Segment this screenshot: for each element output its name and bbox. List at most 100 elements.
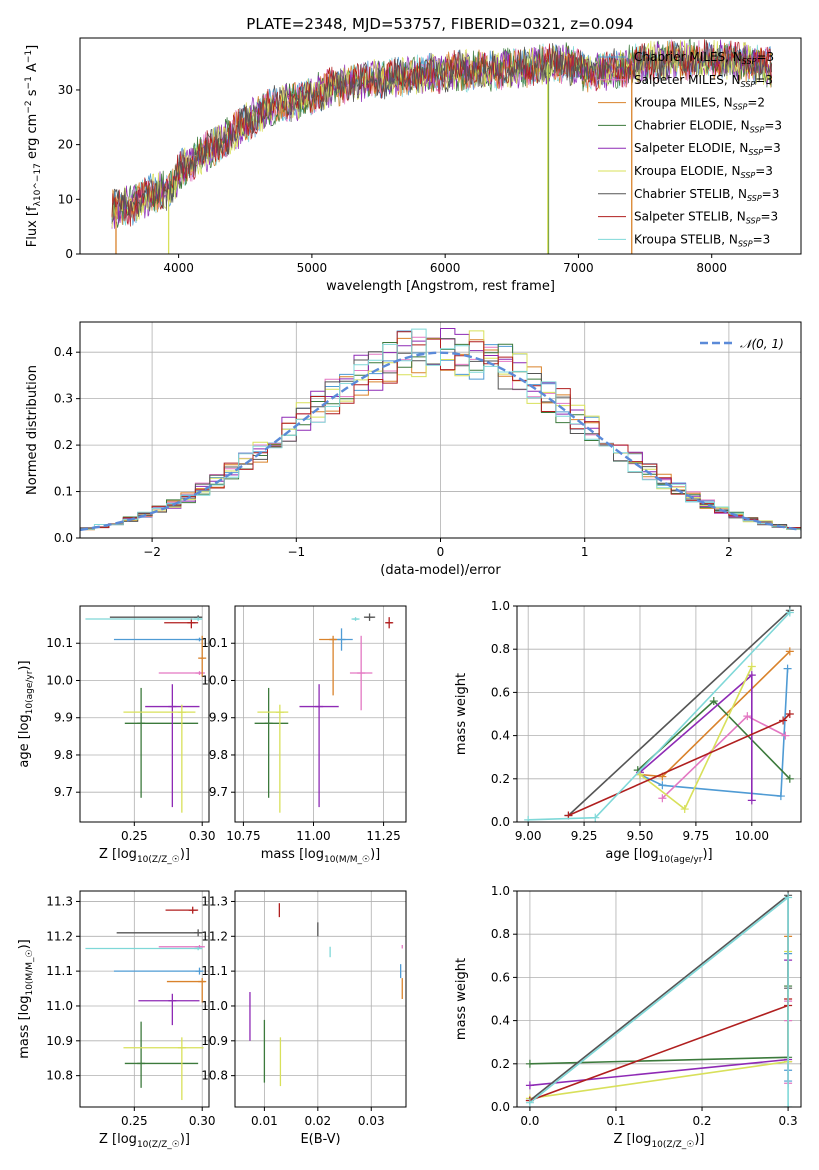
errorbar-marker — [198, 635, 207, 677]
y-tick-label: 9.9 — [209, 711, 228, 725]
y-tick-label: 10 — [58, 192, 73, 206]
y-tick-label: 0.4 — [491, 1014, 510, 1028]
figure-title: PLATE=2348, MJD=53757, FIBERID=0321, z=0… — [246, 15, 633, 33]
errorbar-marker — [164, 618, 199, 629]
x-tick-label: 5000 — [297, 261, 328, 275]
y-axis-label: Flux [fλ10^−17 erg cm−2 s−1 A−1] — [24, 45, 43, 247]
x-tick-label: 0.30 — [189, 1114, 216, 1128]
plus-marker — [785, 608, 794, 617]
x-tick-label: −2 — [143, 545, 161, 559]
errorbar-marker — [257, 704, 289, 813]
plot-area — [524, 606, 794, 822]
x-tick-label: 11.25 — [366, 829, 400, 843]
errorbar-marker — [145, 684, 200, 808]
y-tick-label: 11.0 — [46, 999, 73, 1013]
x-tick-label: 0 — [437, 545, 445, 559]
y-tick-label: 11.2 — [46, 929, 73, 943]
axes-frame — [516, 605, 802, 823]
panel-residual-distribution: −2 −1 0 1 2 0.0 0.1 0.2 0.3 0.4 (data-model)/error… — [25, 321, 802, 578]
massweight-line — [567, 609, 791, 817]
plus-marker — [781, 731, 790, 740]
y-tick-label: 0 — [65, 247, 73, 261]
y-axis-label: Normed distribution — [25, 365, 40, 495]
x-axis-label: Z [log10(Z/Z_☉)] — [99, 847, 190, 865]
plot-area — [249, 903, 403, 1087]
plus-marker — [524, 815, 533, 822]
panel-massweight-vs-age: 9.00 9.25 9.50 9.75 10.00 0.0 0.2 0.4 0.6 0.8 1.0 a… — [454, 599, 802, 865]
y-tick-label: 0.4 — [491, 729, 510, 743]
plus-marker — [525, 1059, 534, 1068]
x-axis-label: Z [log10(Z/Z_☉)] — [99, 1132, 190, 1150]
x-axis-label: E(B-V) — [300, 1132, 340, 1147]
errorbar-marker — [85, 946, 203, 951]
y-tick-label: 9.7 — [209, 785, 228, 799]
y-axis-label: age [log10(age/yr)] — [17, 660, 35, 767]
plus-marker — [783, 664, 792, 673]
panel-massweight-vs-Z: 0.0 0.1 0.2 0.3 0.0 0.2 0.4 0.6 0.8 1.0 Z [log10(Z… — [454, 884, 802, 1150]
y-tick-label: 1.0 — [491, 884, 510, 898]
x-tick-label: 0.3 — [779, 1114, 798, 1128]
y-tick-label: 10.9 — [46, 1034, 73, 1048]
massweight-line — [639, 668, 789, 797]
legend-label: Salpeter STELIB, NSSP=3 — [634, 210, 778, 226]
x-tick-label: 7000 — [563, 261, 594, 275]
panel-age-vs-Z: 0.25 0.30 9.7 9.8 9.9 10.0 10.1 Z [log10(Z/Z_☉)… — [17, 605, 216, 865]
y-tick-label: 0.0 — [491, 1100, 510, 1114]
y-tick-label: 9.7 — [54, 785, 73, 799]
plus-marker — [785, 647, 794, 656]
plus-marker — [743, 712, 752, 721]
errorbar-marker — [254, 687, 289, 798]
legend-label: 𝒩(0, 1) — [740, 337, 784, 351]
x-tick-label: 4000 — [163, 261, 194, 275]
errorbar-marker — [299, 684, 339, 808]
x-axis-label: (data-model)/error — [380, 563, 501, 578]
x-axis-label: Z [log10(Z/Z_☉)] — [614, 1132, 705, 1150]
plot-area — [111, 38, 773, 254]
axes-frame — [234, 605, 407, 823]
x-tick-label: 9.25 — [571, 829, 598, 843]
y-tick-label: 10.0 — [201, 673, 228, 687]
y-axis-label: mass weight — [454, 673, 469, 755]
plus-marker — [779, 716, 788, 725]
y-tick-label: 11.1 — [201, 964, 228, 978]
legend-label: Salpeter MILES, NSSP=3 — [634, 73, 773, 89]
plus-marker — [776, 792, 785, 801]
plus-marker — [658, 794, 667, 803]
y-tick-label: 10.1 — [201, 636, 228, 650]
legend-label: Chabrier ELODIE, NSSP=3 — [634, 118, 782, 134]
plus-marker — [785, 774, 794, 783]
plot-area — [85, 615, 207, 813]
legend-label: Kroupa MILES, NSSP=2 — [634, 96, 765, 112]
y-tick-label: 10.8 — [46, 1069, 73, 1083]
panel-spectrum: 4000 5000 6000 7000 8000 0 10 20 30 wavelength [A… — [24, 37, 802, 294]
errorbar-marker — [349, 635, 373, 711]
errorbar-marker — [123, 1037, 204, 1101]
axes-frame — [234, 890, 407, 1108]
errorbar-marker — [85, 617, 203, 621]
plus-marker — [747, 671, 756, 680]
y-tick-label: 11.2 — [201, 929, 228, 943]
y-tick-label: 10.0 — [46, 673, 73, 687]
y-tick-label: 0.0 — [491, 815, 510, 829]
x-tick-label: 0.25 — [121, 1114, 148, 1128]
y-tick-label: 9.8 — [209, 748, 228, 762]
plot-area — [85, 906, 207, 1101]
errorbar-marker — [138, 993, 200, 1026]
x-tick-label: 0.25 — [121, 829, 148, 843]
y-tick-label: 9.9 — [54, 711, 73, 725]
x-tick-label: 9.50 — [627, 829, 654, 843]
x-tick-label: 0.03 — [358, 1114, 385, 1128]
x-tick-label: 10.75 — [226, 829, 260, 843]
legend-label: Chabrier MILES, NSSP=3 — [634, 50, 774, 66]
errorbar-marker — [363, 613, 376, 621]
y-tick-label: 0.2 — [491, 772, 510, 786]
x-tick-label: 9.75 — [683, 829, 710, 843]
y-tick-label: 10.1 — [46, 636, 73, 650]
y-tick-label: 0.2 — [491, 1057, 510, 1071]
x-tick-label: 0.01 — [251, 1114, 278, 1128]
plus-marker — [747, 662, 756, 671]
plot-area — [254, 613, 394, 813]
y-tick-label: 0.4 — [54, 345, 73, 359]
x-tick-label: 1 — [581, 545, 589, 559]
plus-marker — [658, 781, 667, 790]
